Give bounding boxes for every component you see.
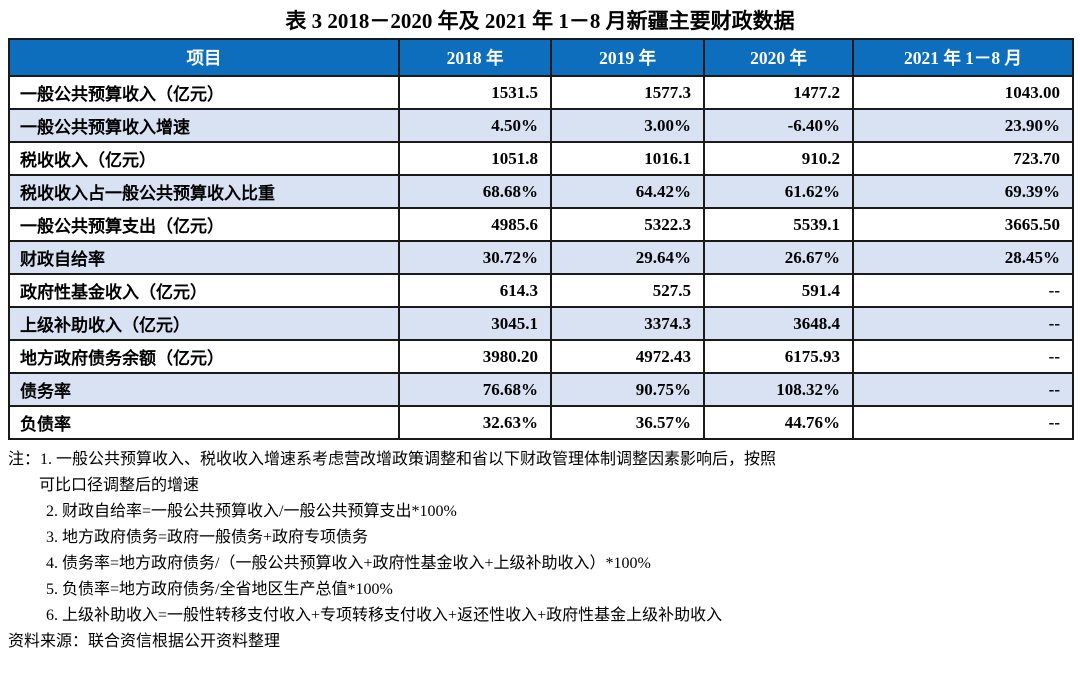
table-row: 政府性基金收入（亿元） 614.3 527.5 591.4 -- xyxy=(8,273,1074,308)
header-row: 项目 2018 年 2019 年 2020 年 2021 年 1－8 月 xyxy=(8,38,1074,77)
cell-value: 591.4 xyxy=(703,273,854,308)
header-year-2020: 2020 年 xyxy=(703,38,854,77)
note-4: 4. 债务率=地方政府债务/（一般公共预算收入+政府性基金收入+上级补助收入）*… xyxy=(46,555,651,572)
row-label: 一般公共预算支出（亿元） xyxy=(8,207,400,242)
cell-value: 1051.8 xyxy=(398,141,552,176)
cell-value: 3980.20 xyxy=(398,339,552,374)
cell-value: 90.75% xyxy=(550,372,705,407)
cell-value: 30.72% xyxy=(398,240,552,275)
cell-value: 614.3 xyxy=(398,273,552,308)
cell-value: -- xyxy=(852,273,1074,308)
note-3: 3. 地方政府债务=政府一般债务+政府专项债务 xyxy=(46,529,369,546)
cell-value: -- xyxy=(852,339,1074,374)
header-2021-jan-aug: 2021 年 1－8 月 xyxy=(852,38,1074,77)
cell-value: -- xyxy=(852,372,1074,407)
cell-value: 61.62% xyxy=(703,174,854,209)
cell-value: 108.32% xyxy=(703,372,854,407)
cell-value: 6175.93 xyxy=(703,339,854,374)
row-label: 政府性基金收入（亿元） xyxy=(8,273,400,308)
note-2: 2. 财政自给率=一般公共预算收入/一般公共预算支出*100% xyxy=(46,503,457,520)
cell-value: 723.70 xyxy=(852,141,1074,176)
table-row: 上级补助收入（亿元） 3045.1 3374.3 3648.4 -- xyxy=(8,306,1074,341)
cell-value: 1577.3 xyxy=(550,75,705,110)
table-notes: 注：1. 一般公共预算收入、税收收入增速系考虑营改增政策调整和省以下财政管理体制… xyxy=(8,447,1072,655)
report-page: 表 3 2018－2020 年及 2021 年 1－8 月新疆主要财政数据 项目… xyxy=(8,9,1074,655)
cell-value: 910.2 xyxy=(703,141,854,176)
cell-value: 4.50% xyxy=(398,108,552,143)
cell-value: 3045.1 xyxy=(398,306,552,341)
cell-value: 5539.1 xyxy=(703,207,854,242)
table-title: 表 3 2018－2020 年及 2021 年 1－8 月新疆主要财政数据 xyxy=(285,9,795,33)
note-1-line-1: 注：1. 一般公共预算收入、税收收入增速系考虑营改增政策调整和省以下财政管理体制… xyxy=(8,451,777,468)
cell-value: 4985.6 xyxy=(398,207,552,242)
cell-value: 3.00% xyxy=(550,108,705,143)
row-label: 一般公共预算收入增速 xyxy=(8,108,400,143)
cell-value: 1016.1 xyxy=(550,141,705,176)
cell-value: 68.68% xyxy=(398,174,552,209)
cell-value: 69.39% xyxy=(852,174,1074,209)
cell-value: 3648.4 xyxy=(703,306,854,341)
header-year-2018: 2018 年 xyxy=(398,38,552,77)
data-source-line: 资料来源：联合资信根据公开资料整理 xyxy=(8,633,281,650)
row-label: 债务率 xyxy=(8,372,400,407)
table-row: 负债率 32.63% 36.57% 44.76% -- xyxy=(8,405,1074,440)
row-label: 税收收入（亿元） xyxy=(8,141,400,176)
cell-value: -6.40% xyxy=(703,108,854,143)
cell-value: 64.42% xyxy=(550,174,705,209)
cell-value: 28.45% xyxy=(852,240,1074,275)
table-row: 债务率 76.68% 90.75% 108.32% -- xyxy=(8,372,1074,407)
cell-value: 76.68% xyxy=(398,372,552,407)
note-5: 5. 负债率=地方政府债务/全省地区生产总值*100% xyxy=(46,581,393,598)
row-label: 地方政府债务余额（亿元） xyxy=(8,339,400,374)
cell-value: 1531.5 xyxy=(398,75,552,110)
cell-value: 3665.50 xyxy=(852,207,1074,242)
row-label: 负债率 xyxy=(8,405,400,440)
note-6: 6. 上级补助收入=一般性转移支付收入+专项转移支付收入+返还性收入+政府性基金… xyxy=(46,607,723,624)
cell-value: 44.76% xyxy=(703,405,854,440)
row-label: 税收收入占一般公共预算收入比重 xyxy=(8,174,400,209)
fiscal-data-table: 项目 2018 年 2019 年 2020 年 2021 年 1－8 月 一般公… xyxy=(8,38,1074,440)
table-row: 一般公共预算收入（亿元） 1531.5 1577.3 1477.2 1043.0… xyxy=(8,75,1074,110)
row-label: 上级补助收入（亿元） xyxy=(8,306,400,341)
row-label: 一般公共预算收入（亿元） xyxy=(8,75,400,110)
table-row: 一般公共预算收入增速 4.50% 3.00% -6.40% 23.90% xyxy=(8,108,1074,143)
cell-value: -- xyxy=(852,306,1074,341)
cell-value: 32.63% xyxy=(398,405,552,440)
row-label: 财政自给率 xyxy=(8,240,400,275)
cell-value: 26.67% xyxy=(703,240,854,275)
cell-value: 29.64% xyxy=(550,240,705,275)
cell-value: 36.57% xyxy=(550,405,705,440)
cell-value: 23.90% xyxy=(852,108,1074,143)
cell-value: 1043.00 xyxy=(852,75,1074,110)
table-row: 一般公共预算支出（亿元） 4985.6 5322.3 5539.1 3665.5… xyxy=(8,207,1074,242)
cell-value: 527.5 xyxy=(550,273,705,308)
header-year-2019: 2019 年 xyxy=(550,38,705,77)
note-1-line-2: 可比口径调整后的增速 xyxy=(39,477,200,494)
cell-value: 1477.2 xyxy=(703,75,854,110)
table-row: 财政自给率 30.72% 29.64% 26.67% 28.45% xyxy=(8,240,1074,275)
header-item-column: 项目 xyxy=(8,38,400,77)
cell-value: -- xyxy=(852,405,1074,440)
cell-value: 3374.3 xyxy=(550,306,705,341)
cell-value: 5322.3 xyxy=(550,207,705,242)
table-row: 税收收入（亿元） 1051.8 1016.1 910.2 723.70 xyxy=(8,141,1074,176)
table-row: 地方政府债务余额（亿元） 3980.20 4972.43 6175.93 -- xyxy=(8,339,1074,374)
table-row: 税收收入占一般公共预算收入比重 68.68% 64.42% 61.62% 69.… xyxy=(8,174,1074,209)
cell-value: 4972.43 xyxy=(550,339,705,374)
